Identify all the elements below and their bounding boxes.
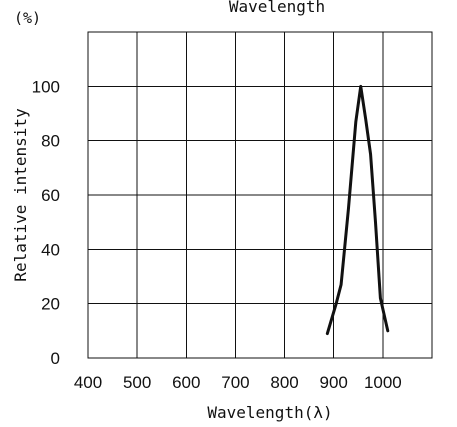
- x-tick-label: 800: [270, 373, 298, 392]
- y-tick-label: 60: [41, 186, 60, 205]
- y-axis-label: Relative intensity: [11, 108, 30, 282]
- y-tick-label: 0: [51, 349, 60, 368]
- x-tick-label: 900: [320, 373, 348, 392]
- x-tick-label: 1000: [364, 373, 402, 392]
- y-tick-label: 80: [41, 132, 60, 151]
- grid-layer: [87, 31, 433, 359]
- x-axis-label: Wavelength(λ): [207, 403, 332, 422]
- axis-layer: [87, 31, 433, 359]
- plot-frame: [87, 31, 433, 359]
- y-axis-unit: (%): [14, 9, 41, 27]
- series-layer: [325, 84, 390, 336]
- y-tick-label: 20: [41, 295, 60, 314]
- x-tick-label: 500: [123, 373, 151, 392]
- x-tick-label: 600: [172, 373, 200, 392]
- tick-label-layer: 400 500 600 700 800 900 1000 0 20 40 60 80 100: [32, 77, 402, 392]
- x-tick-label: 700: [221, 373, 249, 392]
- y-tick-label: 40: [41, 240, 60, 259]
- y-tick-label: 100: [32, 77, 60, 96]
- spectrum-series-line: [325, 84, 390, 336]
- chart-title: Wavelength: [229, 0, 325, 16]
- x-tick-label: 400: [74, 373, 102, 392]
